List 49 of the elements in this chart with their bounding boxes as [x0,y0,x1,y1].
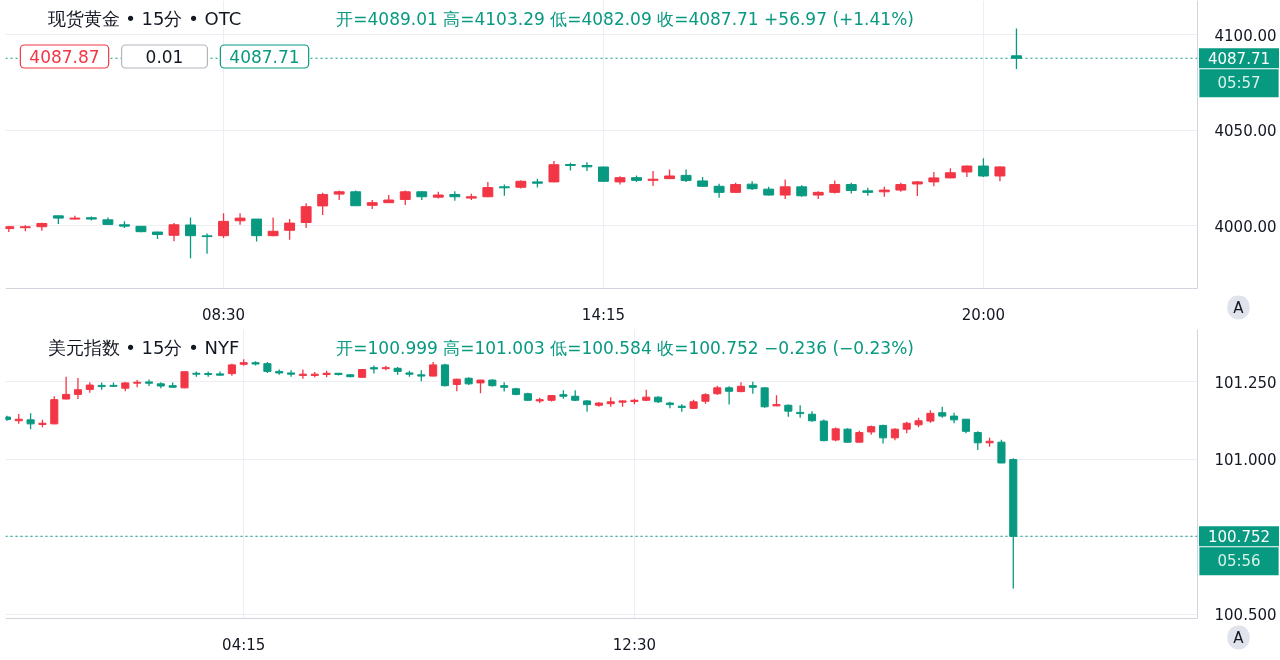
candlestick [287,369,296,378]
text: 开=100.999 高=101.003 低=100.584 收=100.752 −0.236 (−0.23%) [336,337,914,358]
annotation: 0.01 [145,47,184,67]
text: 开=4089.01 高=4103.29 低=4082.09 收=4087.71 +56.97 (+1.41%) [336,8,914,29]
candlestick [725,385,734,406]
candlestick [218,212,229,239]
y-tick-label: 101.250 [1214,373,1277,392]
text: 现货黄金 • 15分 • OTC [47,8,242,29]
x-tick-label: 12:30 [612,635,657,654]
candlestick [300,202,312,229]
ref-line-label: 100.752 [1207,528,1271,547]
y-tick-label: 4000.00 [1214,217,1277,236]
text: A [1233,628,1245,647]
candlestick [760,386,769,409]
text: A [1233,298,1245,317]
candlestick [369,364,378,375]
candlestick [647,170,659,187]
candlestick [779,178,791,200]
candlestick [144,378,154,387]
y-tick-label: 100.500 [1214,606,1277,625]
candlestick [317,192,329,216]
text: 美元指数 • 15分 • NYF [47,337,240,358]
candlestick [284,218,296,241]
candlestick [73,377,83,400]
y-tick-label: 4100.00 [1214,26,1277,45]
candlestick [185,216,196,260]
candlestick [298,368,307,380]
candlestick [234,212,246,226]
candlestick [973,430,982,451]
text: 05:56 [1217,552,1261,571]
x-tick-label: 20:00 [961,305,1006,324]
candlestick [977,157,989,178]
y-tick-label: 4050.00 [1214,122,1277,141]
x-tick-label: 04:15 [222,635,266,654]
candlestick [581,161,593,172]
candlestick [168,222,180,242]
text: 05:57 [1217,74,1261,93]
candlestick [583,399,592,413]
candlestick [201,232,213,255]
annotation: 4087.71 [229,47,300,67]
ref-line-label: 4087.71 [1207,50,1271,69]
candlestick [997,439,1006,464]
candlestick [251,218,263,243]
annotation: 4087.87 [29,47,100,67]
candlestick [62,376,71,400]
y-tick-label: 101.000 [1214,451,1277,470]
x-tick-label: 14:15 [581,305,626,324]
x-tick-label: 08:30 [201,305,246,324]
candlestick [548,160,560,183]
